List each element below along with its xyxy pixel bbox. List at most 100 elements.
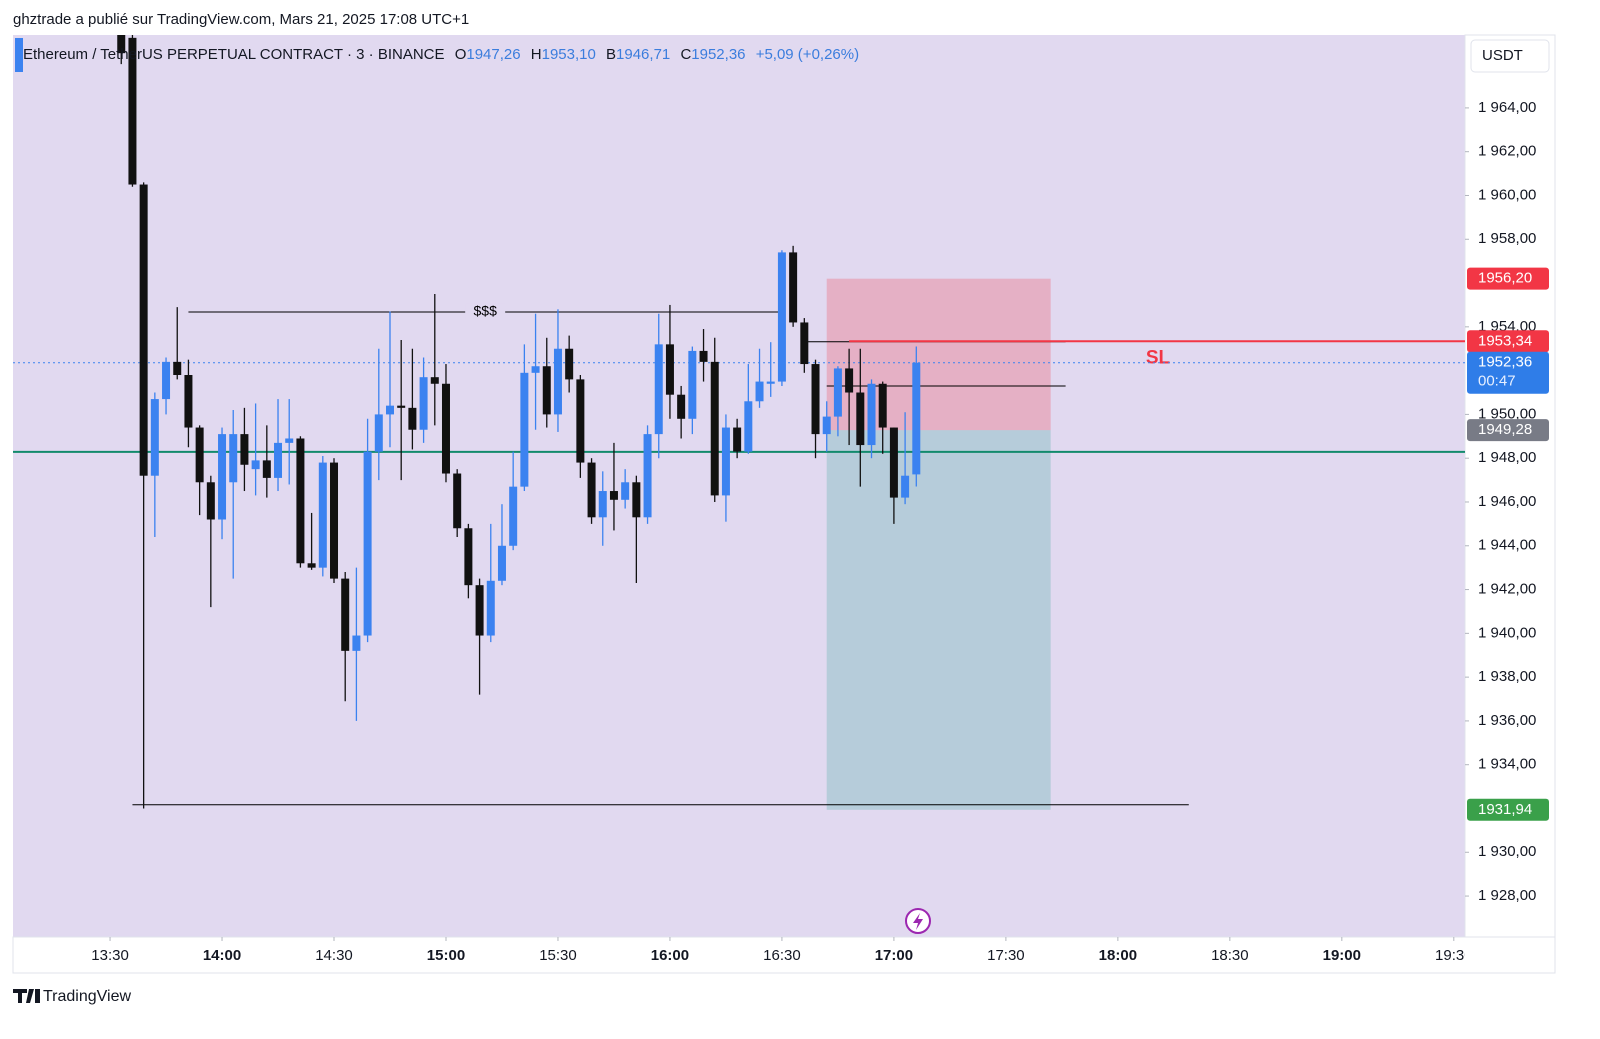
x-tick-label: 13:30: [91, 947, 129, 964]
label-gap: [465, 303, 506, 320]
legend-symbol: Ethereum / TetherUS PERPETUAL CONTRACT ·…: [23, 46, 445, 63]
target-zone: [826, 430, 1051, 810]
x-tick-label: 18:00: [1099, 947, 1137, 964]
candle-body: [497, 545, 506, 581]
candle-body: [509, 486, 518, 546]
candle-body: [240, 434, 249, 465]
candle-body: [341, 578, 350, 651]
candle-body: [330, 462, 339, 579]
plot: $$$ SL: [13, 35, 1465, 810]
legend-c: C: [680, 46, 691, 63]
candle-body: [385, 405, 394, 415]
y-tick-label: 1 960,00: [1478, 186, 1536, 203]
y-tick-label: 1 934,00: [1478, 756, 1536, 773]
candle-body: [811, 364, 820, 435]
candle-body: [654, 344, 663, 435]
candle-body: [733, 427, 742, 452]
candle-body: [408, 407, 417, 430]
legend: Ethereum / TetherUS PERPETUAL CONTRACT ·…: [23, 46, 859, 63]
y-tick-label: 1 964,00: [1478, 99, 1536, 116]
candle-body: [363, 451, 372, 636]
y-tick-label: 1 946,00: [1478, 493, 1536, 510]
x-tick-label: 14:30: [315, 947, 353, 964]
candle-body: [621, 482, 630, 500]
y-tick-label: 1 928,00: [1478, 887, 1536, 904]
price-label-box: [1467, 419, 1549, 442]
candle-body: [856, 392, 865, 446]
candle-body: [229, 434, 238, 483]
candle-body: [296, 438, 305, 564]
price-axis: [1464, 34, 1556, 938]
candle-body: [274, 442, 283, 478]
countdown: 00:47: [1478, 373, 1516, 390]
legend-marker: [15, 38, 23, 72]
currency: USDT: [1482, 47, 1523, 64]
x-tick-label: 15:00: [427, 947, 465, 964]
x-tick-label: 15:30: [539, 947, 577, 964]
y-tick-label: 1 962,00: [1478, 143, 1536, 160]
x-axis: 13:30 14:00 14:30 15:00 15:30 16:00 16:30 17:00…: [91, 937, 1473, 964]
y-tick-label: 1 936,00: [1478, 712, 1536, 729]
candle-body: [721, 427, 730, 496]
candle-body: [531, 366, 540, 373]
candle-body: [441, 383, 450, 474]
candle-body: [139, 184, 148, 476]
alert-bolt: [913, 913, 923, 930]
candle-body: [789, 252, 798, 323]
candle-body: [867, 383, 876, 446]
candle-body: [822, 416, 831, 435]
candle-body: [598, 491, 607, 518]
price-label-box: [1467, 267, 1549, 290]
x-tick-label: 19:30: [1435, 947, 1473, 964]
candle-body: [397, 405, 406, 408]
candle-body: [419, 377, 428, 430]
x-tick-label: 17:00: [875, 947, 913, 964]
candle-body: [430, 377, 439, 384]
candle-body: [889, 427, 898, 498]
y-tick-label: 1 950,00: [1478, 405, 1536, 422]
legend-change: +5,09 (+0,26%): [756, 46, 859, 63]
plot-area: [13, 35, 1465, 937]
legend-c-value: 1952,36: [691, 46, 745, 63]
price-label-box: [1467, 330, 1549, 353]
candle-body: [777, 252, 786, 382]
candle-body: [912, 362, 921, 475]
candle-body: [251, 460, 260, 470]
legend-o: O: [455, 46, 467, 63]
candle-body: [833, 368, 842, 417]
candle-body: [475, 585, 484, 636]
currency-box[interactable]: [1470, 39, 1550, 73]
header-title: ghztrade a publié sur TradingView.com, M…: [13, 11, 469, 28]
legend-h: H: [531, 46, 542, 63]
candle-body: [744, 401, 753, 452]
candle-body: [162, 361, 171, 400]
price-label: 1952,36: [1478, 354, 1532, 371]
legend-h-value: 1953,10: [542, 46, 596, 63]
candle-body: [845, 368, 854, 393]
candle-body: [128, 37, 137, 185]
candle-body: [318, 462, 327, 568]
candle-body: [587, 462, 596, 518]
y-tick-label: 1 944,00: [1478, 537, 1536, 554]
candle-body: [699, 350, 708, 362]
candle-body: [173, 361, 182, 376]
price-label: 1953,34: [1478, 332, 1532, 349]
line-label: $$$: [474, 303, 498, 319]
y-tick-label: 1 948,00: [1478, 449, 1536, 466]
candle-body: [677, 394, 686, 419]
price-label: 1956,20: [1478, 270, 1532, 287]
candle-body: [262, 460, 271, 478]
candle-body: [117, 35, 126, 54]
price-label-box: [1467, 351, 1549, 394]
x-tick-label: 17:30: [987, 947, 1025, 964]
y-tick-label: 1 942,00: [1478, 581, 1536, 598]
candle-body: [307, 563, 316, 568]
candle-body: [710, 361, 719, 496]
candle-body: [352, 635, 361, 651]
candle-body: [901, 475, 910, 498]
candle-body: [520, 372, 529, 487]
candle-body: [576, 379, 585, 463]
candle-body: [285, 438, 294, 443]
line-label: SL: [1146, 347, 1171, 368]
candle-body: [878, 383, 887, 428]
